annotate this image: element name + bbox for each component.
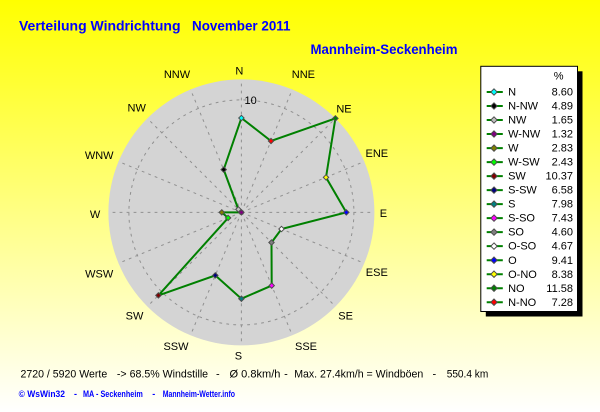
svg-text:-: - [216, 369, 220, 381]
svg-text:NNW: NNW [164, 69, 191, 81]
svg-text:11.58: 11.58 [546, 283, 573, 295]
svg-text:NNE: NNE [292, 69, 315, 81]
svg-text:S: S [235, 351, 242, 363]
svg-text:550.4 km: 550.4 km [447, 369, 489, 381]
svg-text:SO: SO [508, 227, 524, 239]
svg-text:November 2011: November 2011 [192, 18, 291, 34]
svg-text:8.60: 8.60 [552, 87, 573, 99]
svg-text:N-NW: N-NW [508, 101, 539, 113]
svg-text:S-SW: S-SW [508, 185, 537, 197]
svg-text:4.89: 4.89 [552, 101, 573, 113]
svg-text:O-NO: O-NO [508, 269, 537, 281]
svg-text:Mannheim-Seckenheim: Mannheim-Seckenheim [311, 41, 458, 57]
svg-text:W: W [508, 143, 519, 155]
svg-text:-: - [152, 389, 155, 399]
svg-text:N: N [235, 66, 243, 78]
svg-text:Mannheim-Wetter.info: Mannheim-Wetter.info [163, 389, 236, 399]
svg-text:NE: NE [336, 104, 351, 116]
svg-text:NW: NW [128, 102, 147, 114]
svg-text:-: - [433, 369, 437, 381]
svg-text:S: S [508, 199, 515, 211]
svg-text:1.65: 1.65 [552, 115, 573, 127]
svg-text:N: N [508, 87, 516, 99]
svg-text:Ø 0.8km/h: Ø 0.8km/h [230, 369, 281, 381]
svg-text:N-NO: N-NO [508, 297, 537, 309]
svg-text:-: - [74, 389, 77, 399]
svg-text:SW: SW [508, 171, 526, 183]
svg-text:6.58: 6.58 [552, 185, 573, 197]
svg-text:ESE: ESE [366, 267, 388, 279]
svg-text:7.43: 7.43 [552, 213, 573, 225]
svg-text:4.60: 4.60 [552, 227, 573, 239]
svg-text:E: E [380, 208, 387, 220]
svg-text:2.83: 2.83 [552, 143, 573, 155]
svg-text:10.37: 10.37 [545, 171, 573, 183]
svg-text:ENE: ENE [365, 148, 388, 160]
svg-text:NW: NW [508, 115, 527, 127]
svg-text:4.67: 4.67 [552, 241, 573, 253]
svg-text:Max. 27.4km/h = Windböen: Max. 27.4km/h = Windböen [294, 369, 423, 381]
svg-text:W-SW: W-SW [508, 157, 540, 169]
svg-text:WNW: WNW [85, 150, 114, 162]
svg-text:8.38: 8.38 [552, 269, 573, 281]
svg-text:© WsWin32: © WsWin32 [19, 389, 65, 399]
svg-text:7.98: 7.98 [552, 199, 573, 211]
svg-text:S-SO: S-SO [508, 213, 535, 225]
svg-text:-> 68.5% Windstille: -> 68.5% Windstille [117, 369, 208, 381]
svg-text:NO: NO [508, 283, 525, 295]
svg-text:W: W [90, 209, 101, 221]
svg-text:SSE: SSE [295, 341, 317, 353]
svg-text:W-NW: W-NW [508, 129, 541, 141]
svg-text:-: - [284, 369, 288, 381]
svg-text:O-SO: O-SO [508, 241, 537, 253]
svg-text:SE: SE [338, 311, 353, 323]
svg-text:SW: SW [126, 311, 144, 323]
svg-text:O: O [508, 255, 517, 267]
svg-text:2720 / 5920 Werte: 2720 / 5920 Werte [21, 369, 108, 381]
svg-text:7.28: 7.28 [552, 297, 573, 309]
svg-text:%: % [554, 71, 564, 83]
svg-text:MA - Seckenheim: MA - Seckenheim [83, 389, 143, 399]
svg-text:SSW: SSW [163, 341, 189, 353]
svg-text:WSW: WSW [85, 269, 114, 281]
svg-text:10: 10 [245, 95, 257, 107]
svg-text:2.43: 2.43 [552, 157, 573, 169]
svg-text:Verteilung Windrichtung: Verteilung Windrichtung [19, 18, 181, 34]
svg-text:1.32: 1.32 [552, 129, 573, 141]
svg-text:9.41: 9.41 [552, 255, 573, 267]
